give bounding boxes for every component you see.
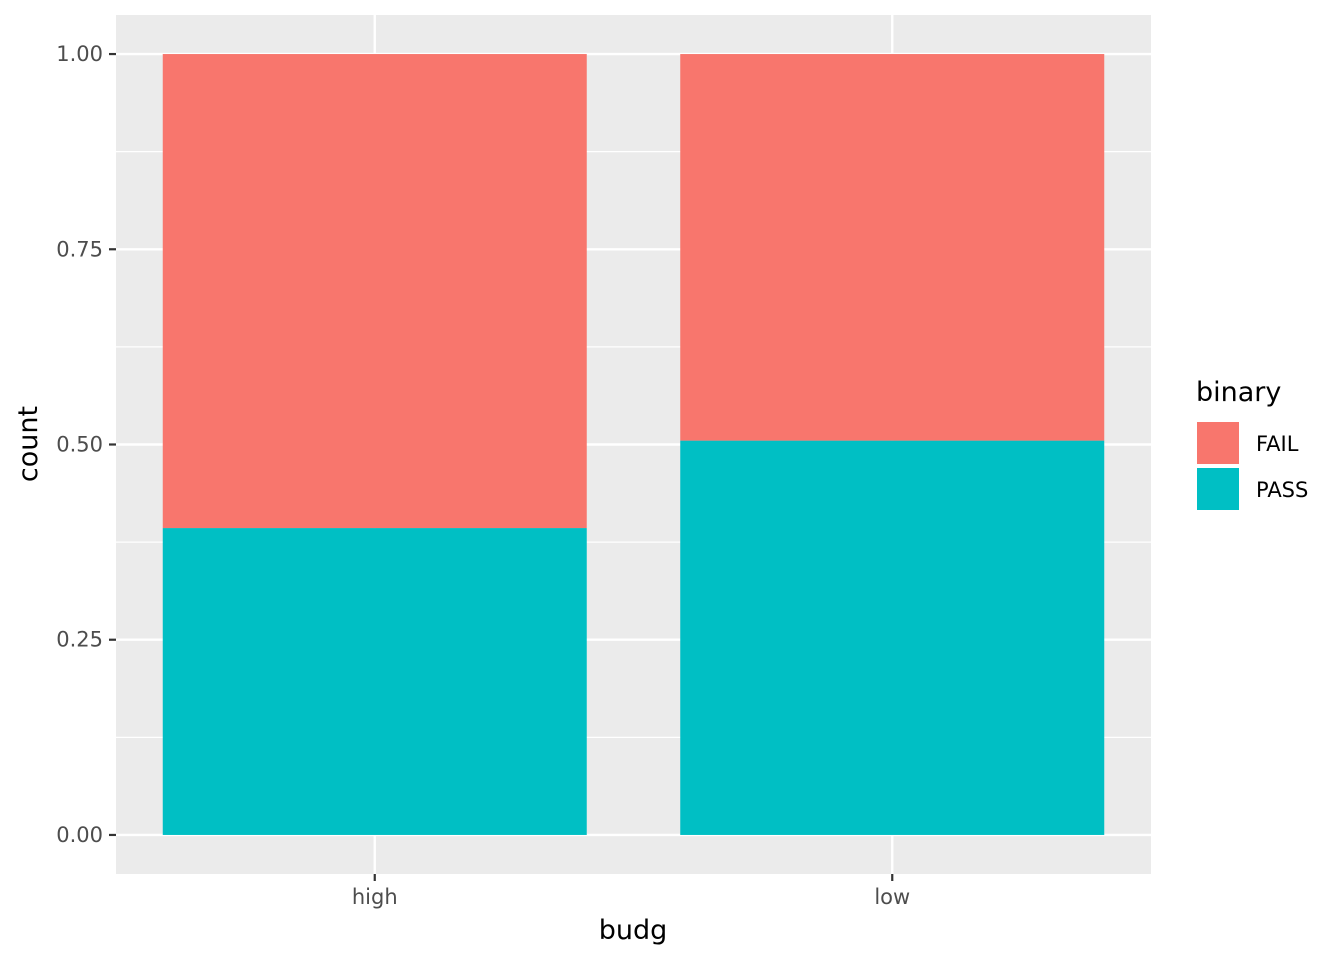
y-axis-title: count [13, 406, 44, 482]
x-tick-label: low [874, 885, 910, 909]
bar-fail-low [680, 54, 1105, 441]
y-tick-label: 0.75 [56, 237, 103, 261]
bar-fail-high [162, 54, 587, 529]
x-axis-title: budg [599, 915, 668, 946]
x-tick-label: high [352, 885, 398, 909]
legend: binary FAIL PASS [1196, 377, 1308, 510]
bar-pass-high [162, 528, 587, 835]
legend-key-pass [1197, 468, 1239, 510]
x-axis: high low [352, 874, 910, 909]
bars [162, 54, 1105, 835]
y-tick-label: 0.25 [56, 628, 103, 652]
legend-label-fail: FAIL [1256, 432, 1299, 456]
legend-key-fail [1197, 422, 1239, 464]
y-tick-label: 1.00 [56, 42, 103, 66]
bar-pass-low [680, 440, 1105, 835]
y-axis: 0.00 0.25 0.50 0.75 1.00 [56, 42, 116, 847]
y-tick-label: 0.50 [56, 433, 103, 457]
legend-title: binary [1196, 377, 1281, 408]
legend-label-pass: PASS [1256, 478, 1308, 502]
y-tick-label: 0.00 [56, 823, 103, 847]
